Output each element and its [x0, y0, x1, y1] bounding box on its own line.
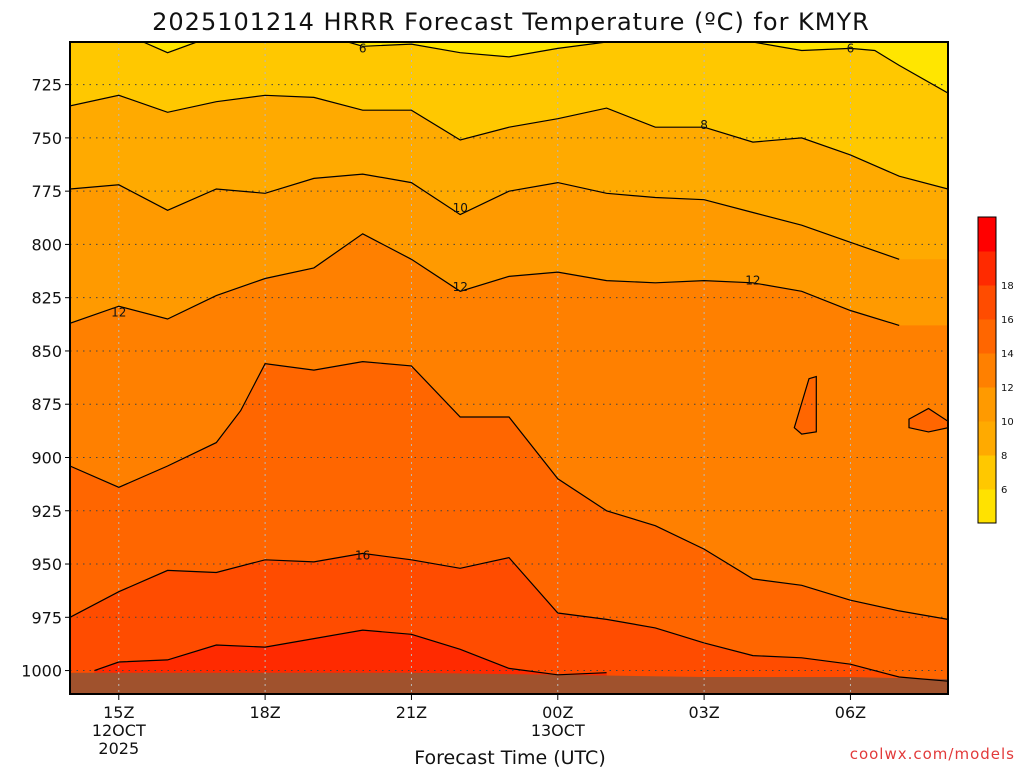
warm-pocket-2: [908, 407, 948, 433]
y-tick-label: 725: [31, 76, 62, 95]
plot-frame: [69, 41, 949, 695]
warm-pocket-1: [793, 375, 817, 435]
isotherm-label-16: 16: [355, 549, 370, 563]
y-tick-label: 750: [31, 129, 62, 148]
y-tick-label: 850: [31, 342, 62, 361]
x-tick-date: 13OCT: [531, 721, 585, 740]
colorbar-label: 6: [1001, 485, 1007, 496]
colorbar-swatch: [978, 455, 996, 490]
isotherm-labels: 6 6 8 10 12 12 12 16: [111, 41, 854, 562]
y-tick-label: 975: [31, 608, 62, 627]
colorbar: 6 8 10 12 14 16 18: [977, 216, 1014, 524]
plot-area: 6 6 8 10 12 12 12 16: [69, 41, 949, 695]
y-tick-label: 825: [31, 289, 62, 308]
y-tick-label: 775: [31, 182, 62, 201]
colorbar-label: 10: [1001, 417, 1014, 428]
colorbar-swatch: [978, 217, 996, 252]
chart-title: 2025101214 HRRR Forecast Temperature (ºC…: [152, 8, 870, 36]
temperature-pockets: [793, 375, 948, 435]
isotherm-label-6: 6: [847, 41, 855, 55]
isotherm-label-12: 12: [111, 306, 126, 320]
x-tick-label: 03Z: [688, 703, 719, 722]
colorbar-frame: [977, 216, 997, 524]
y-axis: 725 750 775 800 825 850 875 900 925 950 975 1000: [21, 76, 70, 681]
y-tick-label: 900: [31, 448, 62, 467]
colorbar-swatch: [978, 251, 996, 286]
temperature-bands: [70, 42, 948, 694]
colorbar-swatch: [978, 421, 996, 456]
colorbar-label: 8: [1001, 451, 1007, 462]
isotherm-16: [70, 552, 948, 682]
colorbar-swatch: [978, 387, 996, 422]
isotherm-6: [142, 42, 948, 94]
x-tick-label: 15Z: [103, 703, 134, 722]
ground-layer: [70, 672, 948, 694]
isotherm-label-12: 12: [745, 274, 760, 288]
x-tick-year: 2025: [98, 739, 139, 758]
colorbar-label: 12: [1001, 383, 1014, 394]
x-tick-date: 12OCT: [92, 721, 146, 740]
colorbar-swatch: [978, 489, 996, 524]
grid-lines: [70, 42, 948, 694]
colorbar-swatch: [978, 319, 996, 354]
isotherm-14: [70, 360, 948, 620]
isotherm-8: [70, 94, 948, 190]
ground-fill: [70, 672, 948, 694]
isotherm-label-8: 8: [700, 118, 708, 132]
colorbar-swatch: [978, 353, 996, 388]
colorbar-label: 18: [1001, 281, 1014, 292]
isotherm-label-12: 12: [453, 280, 468, 294]
colorbar-label: 14: [1001, 349, 1014, 360]
x-axis-label: Forecast Time (UTC): [414, 747, 605, 768]
colorbar-swatch: [978, 285, 996, 320]
x-tick-label: 00Z: [542, 703, 573, 722]
y-tick-label: 800: [31, 235, 62, 254]
colorbar-label: 16: [1001, 315, 1014, 326]
isotherm-label-10: 10: [453, 201, 468, 215]
x-tick-label: 21Z: [396, 703, 427, 722]
y-tick-label: 925: [31, 502, 62, 521]
y-tick-label: 1000: [21, 662, 62, 681]
isotherm-10: [70, 173, 900, 260]
isotherm-18: [94, 629, 607, 676]
credit-text: coolwx.com/models: [850, 745, 1015, 763]
y-tick-label: 950: [31, 555, 62, 574]
y-tick-label: 875: [31, 395, 62, 414]
x-tick-label: 06Z: [835, 703, 866, 722]
isotherm-label-6: 6: [359, 41, 367, 55]
isotherm-12: [70, 233, 900, 326]
x-tick-label: 18Z: [249, 703, 280, 722]
isotherm-lines: [70, 42, 948, 682]
